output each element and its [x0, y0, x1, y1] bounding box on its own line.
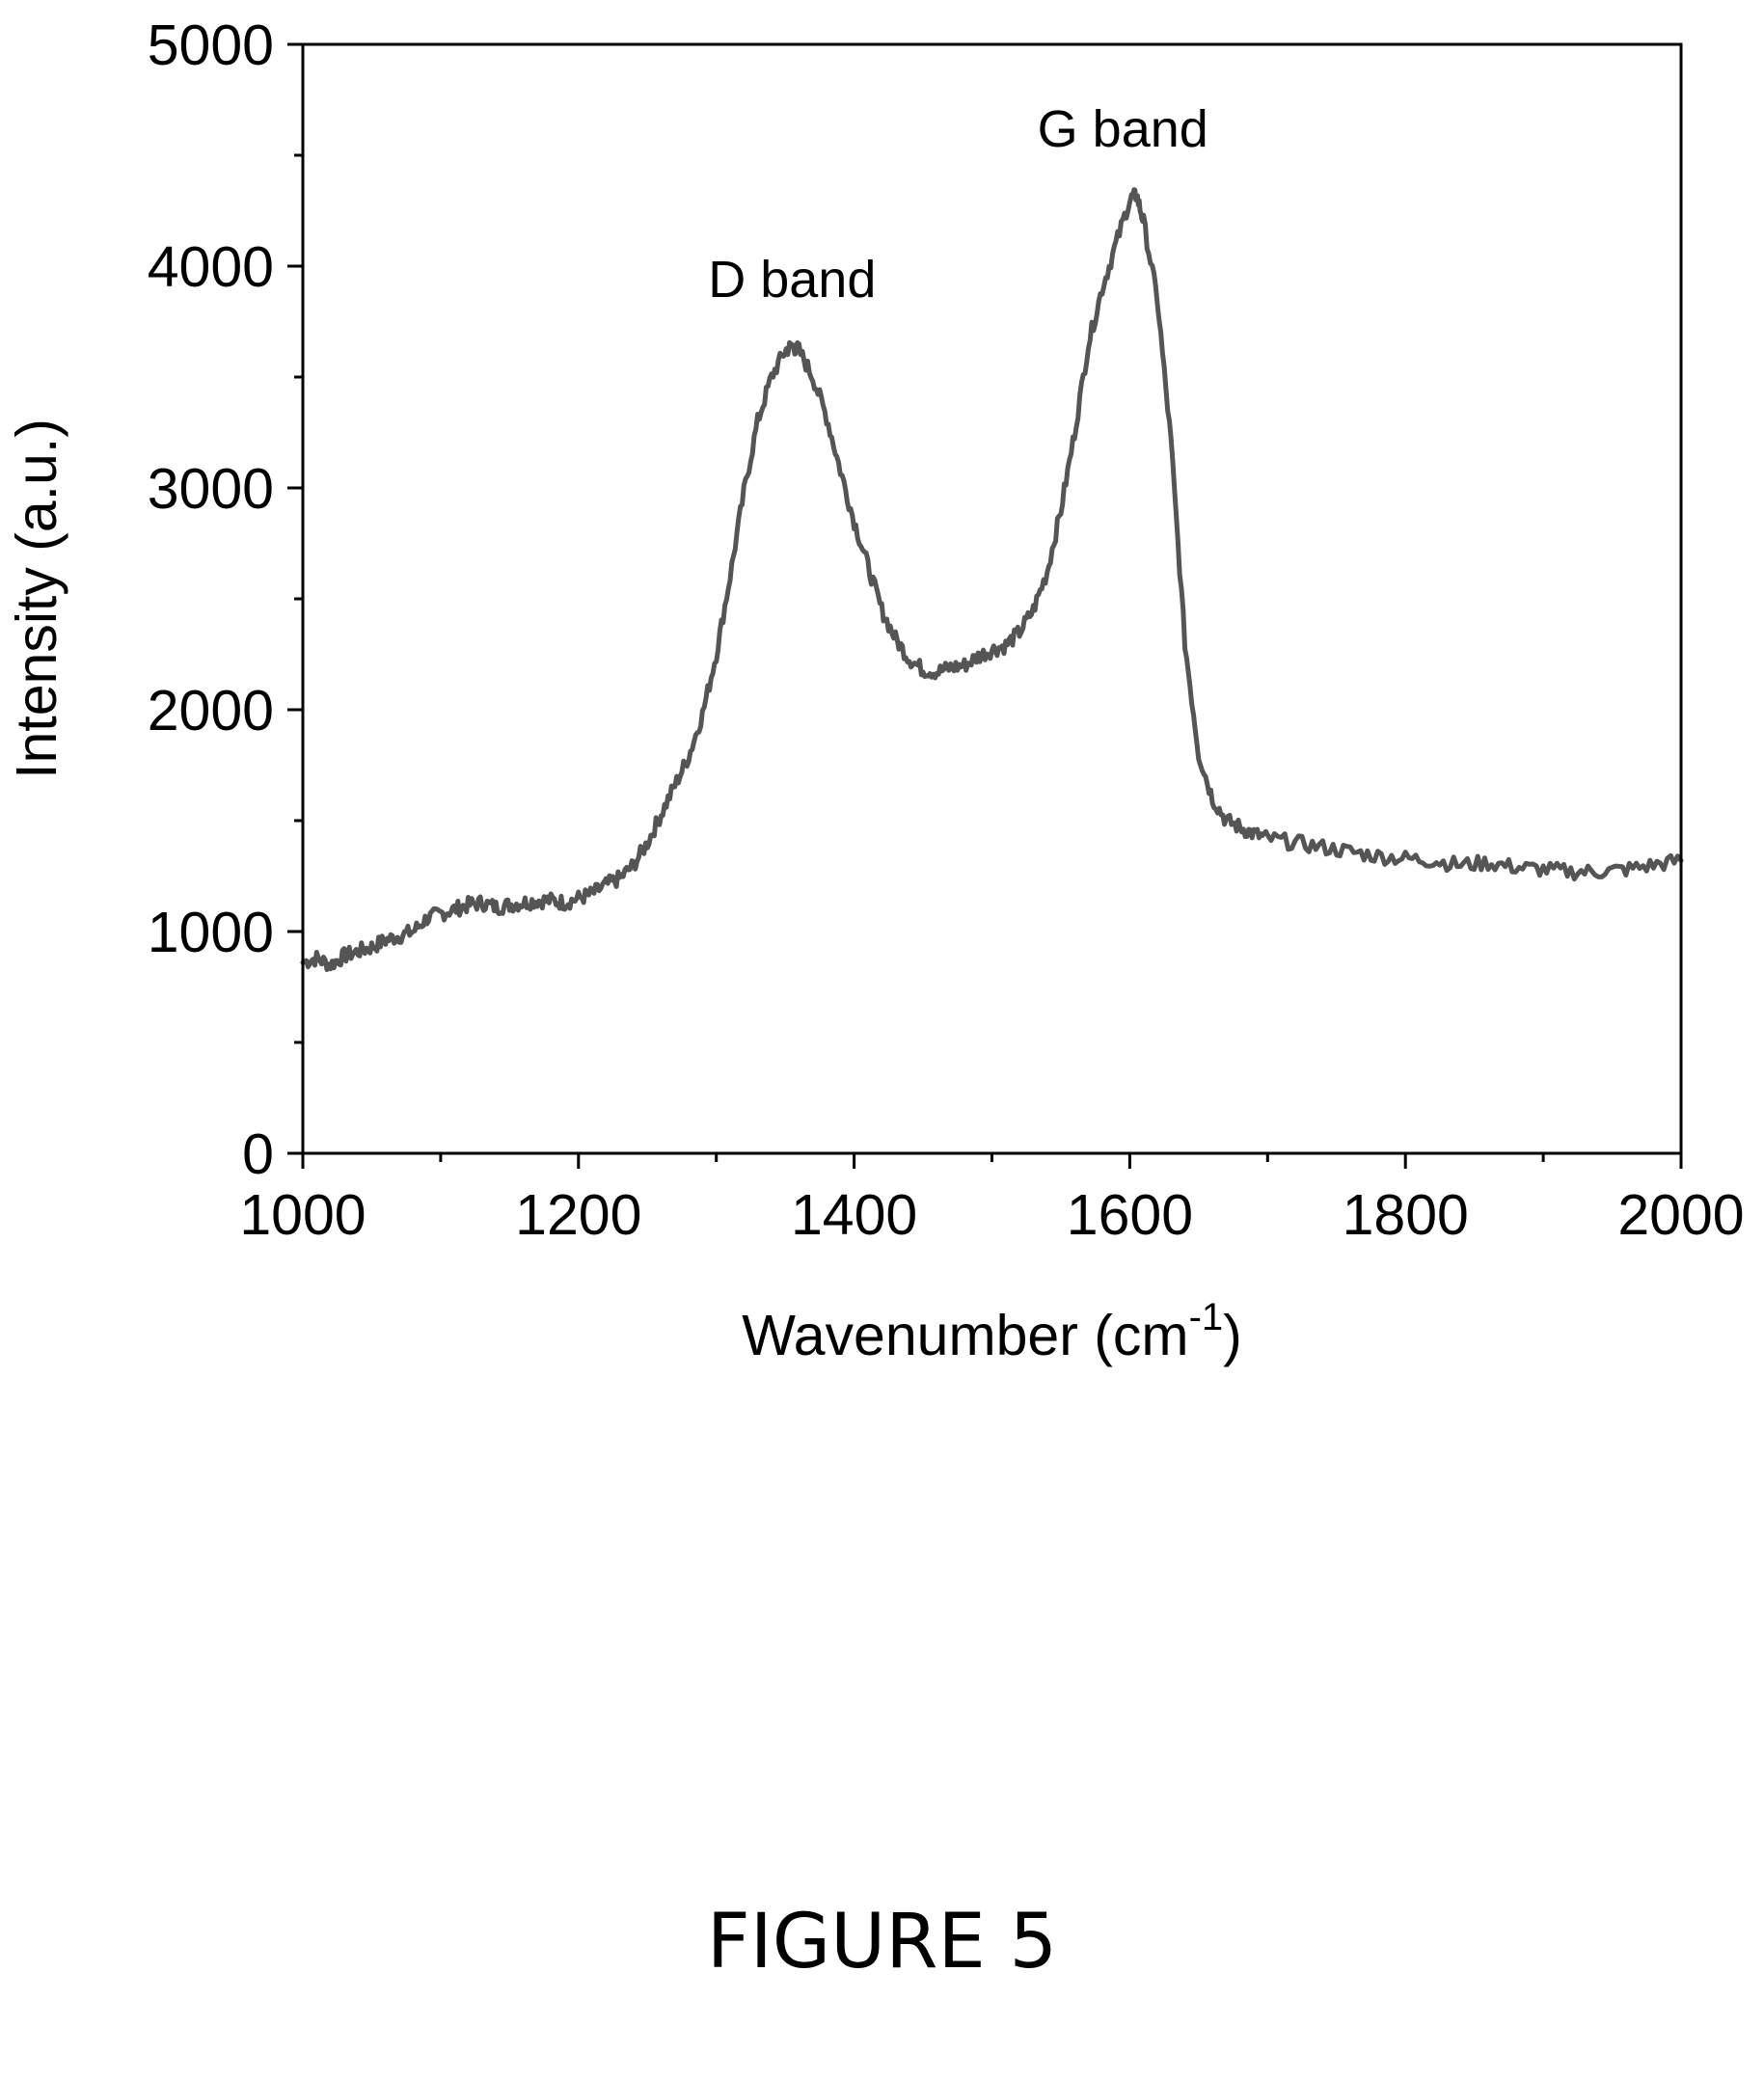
figure-caption: FIGURE 5 — [706, 1899, 1058, 1985]
peak-annotation-label: G band — [1038, 100, 1208, 158]
x-axis-title: Wavenumber (cm-1) — [742, 1296, 1242, 1367]
x-tick-label: 1200 — [515, 1183, 641, 1247]
y-tick-label: 4000 — [148, 235, 274, 299]
x-tick-label: 1400 — [791, 1183, 917, 1247]
x-axis-title-close: ) — [1223, 1304, 1242, 1367]
x-tick-label: 1800 — [1343, 1183, 1469, 1247]
spectrum-line — [300, 187, 1684, 973]
y-tick-label: 0 — [242, 1122, 274, 1186]
y-tick-label: 5000 — [148, 14, 274, 77]
y-axis-title: Intensity (a.u.) — [5, 419, 68, 779]
plot-frame — [301, 42, 1683, 1155]
peak-annotations: D band G band — [708, 100, 1208, 309]
axis-ticks — [287, 42, 1683, 1169]
y-tick-label: 1000 — [148, 901, 274, 964]
x-tick-label: 2000 — [1617, 1183, 1744, 1247]
x-tick-label: 1600 — [1067, 1183, 1193, 1247]
x-tick-label: 1000 — [239, 1183, 366, 1247]
x-axis-title-main: Wavenumber (cm — [742, 1304, 1188, 1367]
y-tick-label: 3000 — [148, 457, 274, 521]
x-axis-title-superscript: -1 — [1189, 1296, 1224, 1338]
peak-annotation-label: D band — [708, 251, 876, 309]
y-tick-label: 2000 — [148, 679, 274, 743]
tick-labels: 1000 1200 1400 1600 1800 20000100020003000400… — [148, 14, 1745, 1247]
